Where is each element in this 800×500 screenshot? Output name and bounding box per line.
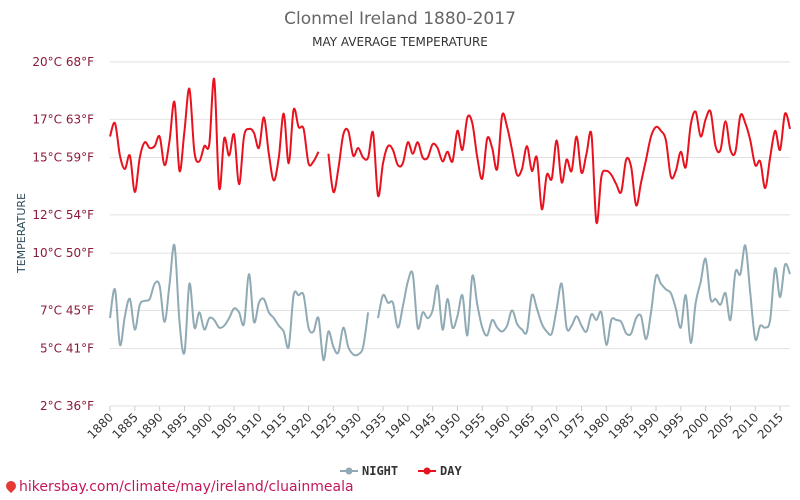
x-tick-label: 1965 bbox=[507, 410, 538, 441]
footer-link[interactable]: hikersbay.com/climate/may/ireland/cluain… bbox=[3, 478, 354, 495]
series-line-night bbox=[377, 244, 791, 346]
y-axis-ticks: 20°C 68°F 17°C 63°F 15°C 59°F 12°C 54°F 10°C… bbox=[32, 55, 94, 413]
legend[interactable]: NIGHT DAY bbox=[340, 464, 462, 478]
x-tick-label: 2005 bbox=[705, 410, 736, 441]
y-tick-label: 10°C 50°F bbox=[32, 246, 94, 260]
x-tick-label: 1980 bbox=[581, 410, 612, 441]
x-tick-label: 1995 bbox=[655, 410, 686, 441]
series-lines bbox=[109, 78, 791, 362]
x-tick-label: 1950 bbox=[432, 410, 463, 441]
x-tick-label: 1955 bbox=[457, 410, 488, 441]
x-tick-label: 1940 bbox=[382, 410, 413, 441]
y-tick-label: 5°C 41°F bbox=[40, 342, 94, 356]
legend-marker-day bbox=[423, 467, 431, 475]
x-tick-label: 1895 bbox=[159, 410, 190, 441]
x-tick-label: 1900 bbox=[184, 410, 215, 441]
x-tick-label: 1935 bbox=[358, 410, 389, 441]
x-tick-label: 1960 bbox=[482, 410, 513, 441]
y-tick-label: 15°C 59°F bbox=[32, 151, 94, 165]
y-tick-label: 20°C 68°F bbox=[32, 55, 94, 69]
y-tick-label: 7°C 45°F bbox=[40, 303, 94, 317]
y-axis-label: TEMPERATURE bbox=[15, 193, 28, 274]
legend-marker-night bbox=[345, 467, 353, 475]
x-tick-label: 1890 bbox=[134, 410, 165, 441]
chart-title: Clonmel Ireland 1880-2017 bbox=[284, 9, 516, 29]
series-line-day bbox=[327, 109, 791, 224]
x-tick-label: 1905 bbox=[209, 410, 240, 441]
x-axis-ticks: 1880188518901895190019051910191519201925… bbox=[85, 406, 786, 442]
legend-item-night[interactable]: NIGHT bbox=[340, 464, 398, 478]
legend-label-day: DAY bbox=[440, 464, 462, 478]
x-tick-label: 2015 bbox=[755, 410, 786, 441]
x-tick-label: 1880 bbox=[85, 410, 116, 441]
x-tick-label: 1975 bbox=[556, 410, 587, 441]
y-tick-label: 2°C 36°F bbox=[40, 399, 94, 413]
series-line-day bbox=[109, 78, 320, 194]
legend-item-day[interactable]: DAY bbox=[418, 464, 462, 478]
x-tick-label: 1990 bbox=[631, 410, 662, 441]
legend-label-night: NIGHT bbox=[362, 464, 398, 478]
series-line-night bbox=[109, 243, 370, 362]
x-tick-label: 1910 bbox=[234, 410, 265, 441]
x-tick-label: 1970 bbox=[531, 410, 562, 441]
location-pin-icon bbox=[3, 478, 19, 494]
x-tick-label: 1930 bbox=[333, 410, 364, 441]
x-tick-label: 1925 bbox=[308, 410, 339, 441]
y-tick-label: 17°C 63°F bbox=[32, 112, 94, 126]
x-tick-label: 1985 bbox=[606, 410, 637, 441]
y-tick-label: 12°C 54°F bbox=[32, 208, 94, 222]
x-tick-label: 1915 bbox=[258, 410, 289, 441]
x-tick-label: 1885 bbox=[109, 410, 140, 441]
footer-text: hikersbay.com/climate/may/ireland/cluain… bbox=[19, 479, 354, 495]
x-tick-label: 1920 bbox=[283, 410, 314, 441]
x-tick-label: 2000 bbox=[680, 410, 711, 441]
x-tick-label: 1945 bbox=[407, 410, 438, 441]
x-tick-label: 2010 bbox=[730, 410, 761, 441]
chart-subtitle: MAY AVERAGE TEMPERATURE bbox=[312, 35, 488, 49]
